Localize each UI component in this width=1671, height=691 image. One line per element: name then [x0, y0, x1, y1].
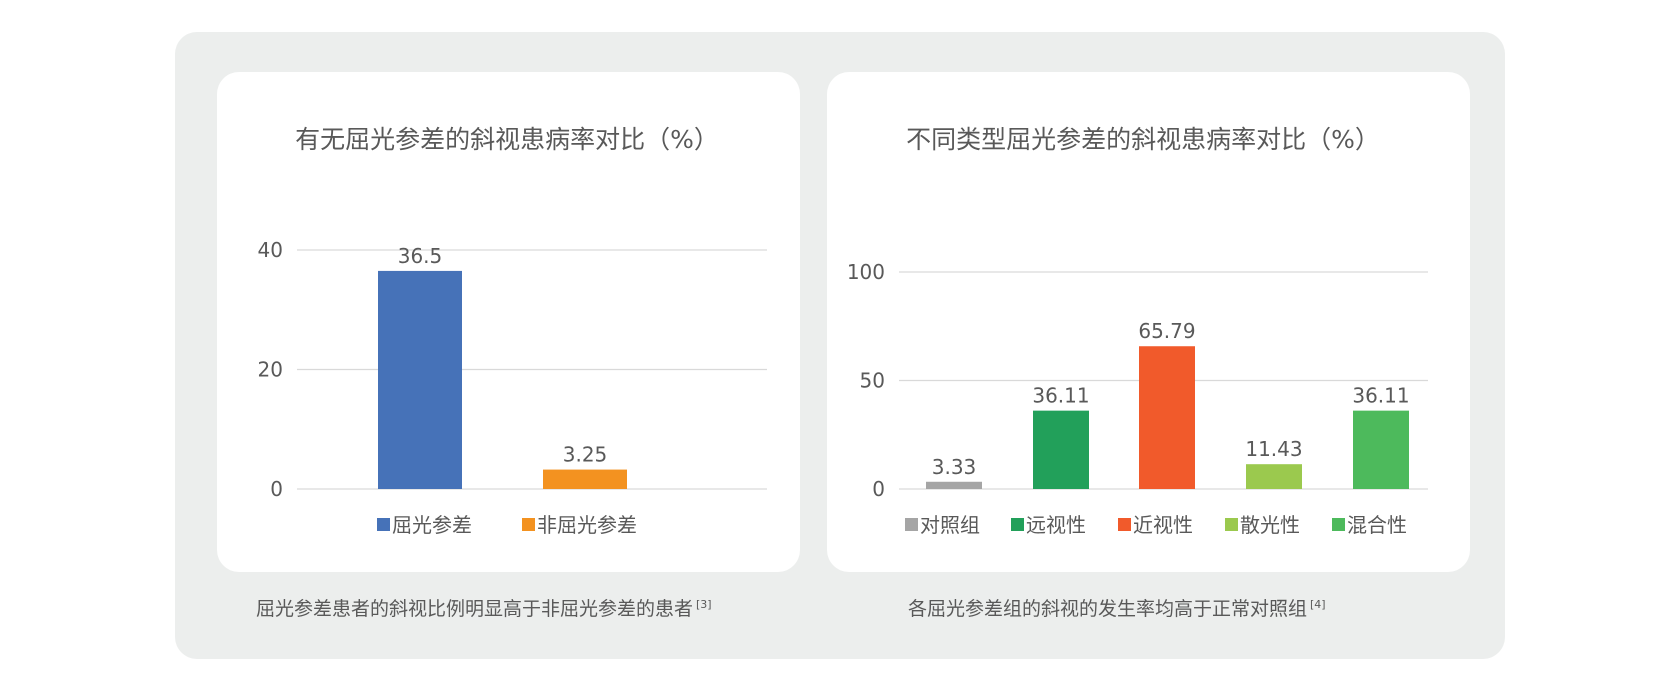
y-tick-label: 0	[270, 477, 283, 501]
legend-swatch	[522, 518, 535, 531]
caption-left-text: 屈光参差患者的斜视比例明显高于非屈光参差的患者	[256, 598, 694, 620]
caption-right-ref: [4]	[1310, 598, 1326, 611]
bar	[1033, 410, 1089, 489]
legend-label: 近视性	[1133, 513, 1193, 537]
y-tick-label: 0	[872, 477, 885, 501]
data-label: 36.5	[398, 244, 443, 268]
legend-label: 屈光参差	[392, 513, 472, 537]
legend-label: 非屈光参差	[537, 513, 637, 537]
legend-label: 对照组	[920, 513, 980, 537]
chart-title-2: 不同类型屈光参差的斜视患病率对比（%）	[906, 125, 1380, 154]
caption-left: 屈光参差患者的斜视比例明显高于非屈光参差的患者 [3]	[256, 594, 712, 621]
data-label: 36.11	[1352, 384, 1409, 408]
legend-swatch	[1225, 518, 1238, 531]
y-tick-label: 40	[258, 238, 283, 262]
caption-right-text: 各屈光参差组的斜视的发生率均高于正常对照组	[908, 598, 1308, 620]
chart-svg-2: 不同类型屈光参差的斜视患病率对比（%） 0 50 100 3.33 36.11 65.79…	[847, 125, 1428, 537]
bar	[1246, 464, 1302, 489]
chart-title-1: 有无屈光参差的斜视患病率对比（%）	[295, 125, 719, 154]
y-tick-label: 50	[860, 369, 885, 393]
data-label: 36.11	[1032, 384, 1089, 408]
chart-card-refractive-vs-non: 有无屈光参差的斜视患病率对比（%） 0 20 40 36.5 3.25 屈光参差 非屈光参差	[217, 72, 800, 572]
y-tick-label: 100	[847, 260, 885, 284]
data-label: 65.79	[1138, 319, 1195, 343]
bar	[1353, 410, 1409, 489]
y-tick-label: 20	[258, 358, 283, 382]
data-label: 3.25	[563, 443, 608, 467]
bar	[926, 481, 982, 489]
bar	[1139, 346, 1195, 489]
caption-left-ref: [3]	[696, 598, 712, 611]
data-label: 11.43	[1245, 437, 1302, 461]
legend-label: 混合性	[1347, 513, 1407, 537]
legend-swatch	[905, 518, 918, 531]
legend-swatch	[1118, 518, 1131, 531]
legend-swatch	[377, 518, 390, 531]
legend-swatch	[1011, 518, 1024, 531]
bar	[543, 469, 627, 489]
bar	[378, 270, 462, 489]
chart-card-refractive-types: 不同类型屈光参差的斜视患病率对比（%） 0 50 100 3.33 36.11 65.79…	[827, 72, 1470, 572]
chart-svg-1: 有无屈光参差的斜视患病率对比（%） 0 20 40 36.5 3.25 屈光参差 非屈光参差	[258, 125, 767, 537]
legend-label: 散光性	[1240, 513, 1300, 537]
data-label: 3.33	[932, 455, 977, 479]
legend-swatch	[1332, 518, 1345, 531]
caption-right: 各屈光参差组的斜视的发生率均高于正常对照组 [4]	[908, 594, 1326, 621]
legend-label: 远视性	[1026, 513, 1086, 537]
